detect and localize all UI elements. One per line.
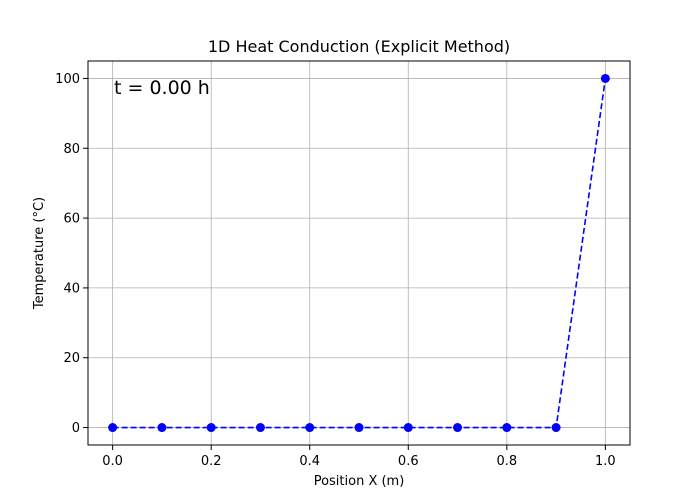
data-point (354, 423, 364, 433)
data-point (502, 423, 512, 433)
chart-title: 1D Heat Conduction (Explicit Method) (208, 37, 510, 56)
plot-area-frame (87, 60, 631, 446)
x-tick-label: 1.0 (595, 454, 616, 469)
y-tick-label: 40 (63, 281, 80, 296)
x-tick-label: 0.8 (496, 454, 517, 469)
data-point (600, 73, 610, 83)
y-axis-label: Temperature (°C) (32, 197, 47, 310)
x-axis-label: Position X (m) (314, 474, 405, 489)
y-tick-label: 80 (63, 142, 80, 157)
x-tick-label: 0.6 (398, 454, 419, 469)
y-tick-label: 60 (63, 212, 80, 227)
data-point (206, 423, 216, 433)
time-annotation: t = 0.00 h (114, 77, 210, 99)
y-tick-label: 100 (55, 72, 80, 87)
x-tick-label: 0.4 (299, 454, 320, 469)
y-tick-label: 20 (63, 351, 80, 366)
data-point (551, 423, 561, 433)
data-point (453, 423, 463, 433)
x-tick-label: 0.0 (102, 454, 123, 469)
series-layer (108, 73, 610, 433)
data-point (108, 423, 118, 433)
data-point (255, 423, 265, 433)
tick-marks: 0.0 0.2 0.4 0.6 0.8 1.0 0 20 40 60 80 100 (55, 72, 616, 469)
data-point (305, 423, 315, 433)
data-point (403, 423, 413, 433)
data-point (157, 423, 167, 433)
y-tick-label: 0 (72, 421, 80, 436)
x-tick-label: 0.2 (201, 454, 222, 469)
